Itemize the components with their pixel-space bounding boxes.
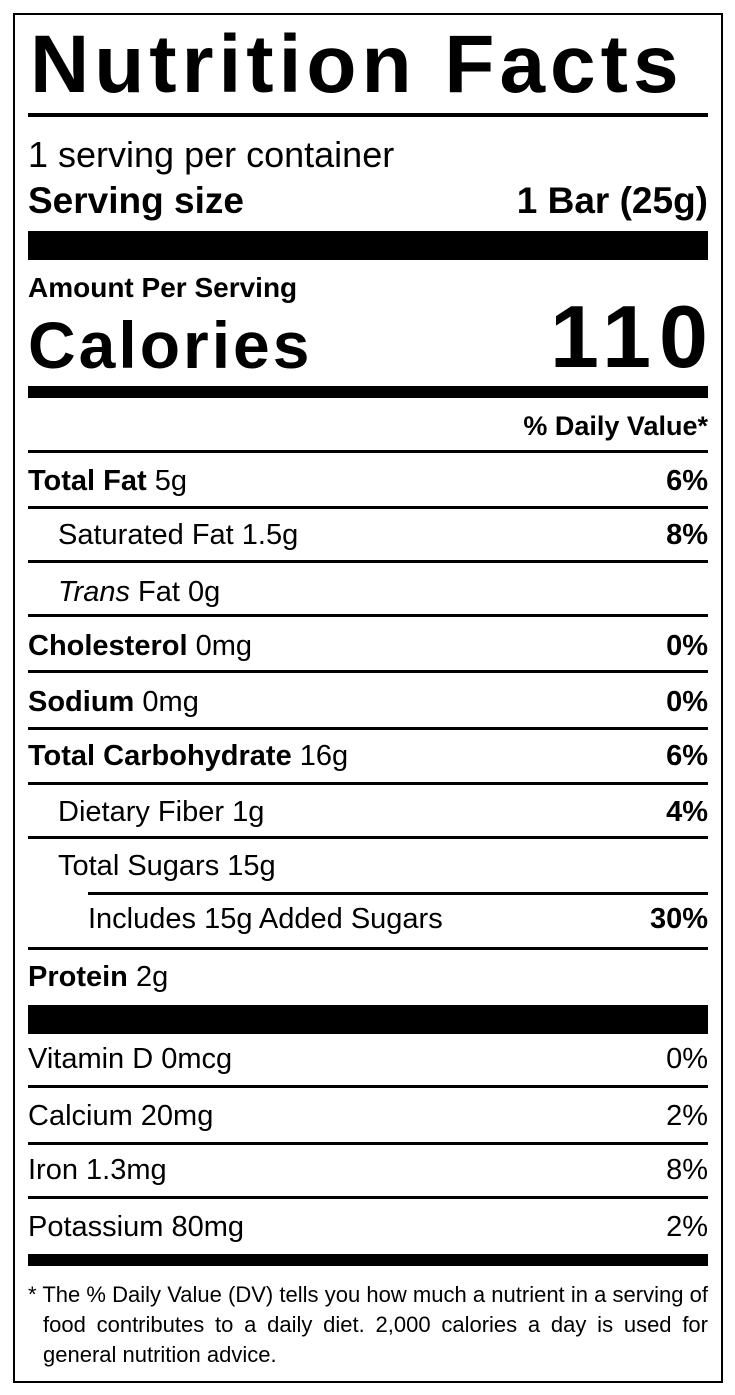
nutrient-name: Total Carbohydrate [28,740,292,772]
nutrient-amount: 0mg [142,686,199,718]
thick-bar [28,1005,708,1034]
divider [28,560,708,563]
divider [28,782,708,785]
nutrient-row-cholesterol: Cholesterol 0mg 0% [28,632,708,662]
divider [28,1085,708,1088]
calories-value: 110 [550,287,716,386]
amount-per-serving: Amount Per Serving [28,272,298,303]
nutrient-row-total-carbohydrate: Total Carbohydrate 16g 6% [28,742,708,772]
serving-size-label: Serving size [28,180,244,221]
nutrient-row-sodium: Sodium 0mg 0% [28,688,708,718]
nutrient-dv: 0% [666,686,708,718]
nutrient-name: Dietary Fiber [58,796,224,828]
nutrient-name: Protein [28,961,128,993]
nutrient-name: Sodium [28,686,135,718]
micronutrient-dv: 8% [666,1154,708,1186]
micronutrient-label: Vitamin D 0mcg [28,1043,233,1075]
micronutrient-row-calcium: Calcium 20mg 2% [28,1102,708,1132]
nutrient-amount: 15g [227,850,276,882]
micronutrient-row-potassium: Potassium 80mg 2% [28,1213,708,1243]
servings-per-container: 1 serving per container [28,134,395,175]
nutrient-row-dietary-fiber: Dietary Fiber 1g 4% [28,798,708,828]
micronutrient-label: Iron 1.3mg [28,1154,167,1186]
divider [28,670,708,673]
divider [28,506,708,509]
footnote: * The % Daily Value (DV) tells you how m… [28,1282,708,1367]
divider [28,614,708,617]
nutrient-amount: 1.5g [241,519,299,551]
nutrient-amount: 1g [232,796,265,828]
nutrient-amount: 16g [299,740,349,772]
nutrient-name: Includes 15g Added Sugars [88,903,443,935]
divider [28,450,708,453]
nutrient-amount: 0g [188,576,221,608]
micronutrient-row-vitamin-d: Vitamin D 0mcg 0% [28,1045,708,1075]
medium-bar [28,1254,708,1266]
micronutrient-label: Calcium 20mg [28,1100,214,1132]
nutrient-dv: 0% [666,630,708,662]
divider [28,1142,708,1145]
nutrient-row-trans-fat: Trans Fat 0g [28,578,708,608]
divider [28,1196,708,1199]
nutrient-row-total-fat: Total Fat 5g 6% [28,467,708,497]
daily-value-header: % Daily Value* [523,411,708,441]
micronutrient-row-iron: Iron 1.3mg 8% [28,1156,708,1186]
micronutrient-dv: 2% [666,1211,708,1243]
nutrient-dv: 4% [666,796,708,828]
nutrient-dv: 30% [649,903,708,935]
micronutrient-dv: 2% [666,1100,708,1132]
nutrient-amount: 2g [135,961,169,993]
divider [28,836,708,839]
label-title: Nutrition Facts [30,19,684,110]
nutrient-dv: 8% [666,519,708,551]
nutrient-dv: 6% [666,740,708,772]
nutrient-dv: 6% [666,465,708,497]
nutrient-row-added-sugars: Includes 15g Added Sugars 30% [28,905,708,935]
thick-bar [28,231,708,260]
serving-size-value: 1 Bar (25g) [516,180,708,221]
nutrient-row-total-sugars: Total Sugars 15g [28,852,708,882]
label-border [13,13,723,1383]
nutrient-name: Total Sugars [58,850,220,882]
divider [28,113,708,117]
micronutrient-label: Potassium 80mg [28,1211,244,1243]
calories-label: Calories [28,308,313,382]
nutrient-amount: 5g [154,465,188,497]
nutrient-name-italic: Trans [58,576,130,608]
nutrient-row-saturated-fat: Saturated Fat 1.5g 8% [28,521,708,551]
nutrient-name: Saturated Fat [58,519,234,551]
nutrient-amount: 0mg [195,630,253,662]
medium-bar [28,386,708,398]
nutrient-name: Fat [138,576,180,608]
nutrient-name: Total Fat [28,465,147,497]
micronutrient-dv: 0% [666,1043,708,1075]
divider [28,727,708,730]
divider [28,947,708,950]
nutrient-row-protein: Protein 2g [28,963,708,993]
divider [88,892,708,895]
nutrient-name: Cholesterol [28,630,188,662]
